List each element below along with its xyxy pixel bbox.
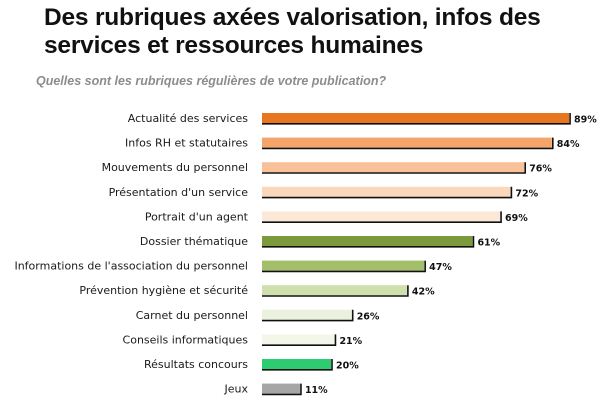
category-label: Prévention hygiène et sécurité — [79, 284, 248, 297]
bar-shadow — [262, 285, 409, 297]
bar — [262, 162, 525, 173]
bar-shadow — [262, 383, 302, 396]
bar — [262, 113, 570, 123]
value-label: 89% — [574, 115, 597, 126]
bar-shadow — [262, 162, 526, 174]
value-label: 69% — [505, 213, 528, 224]
bar — [262, 309, 352, 320]
bar-shadow — [262, 334, 337, 346]
value-label: 42% — [412, 287, 435, 298]
value-label: 76% — [529, 164, 552, 175]
bar-shadow — [262, 211, 502, 223]
bar-shadow — [262, 260, 426, 273]
value-label: 20% — [336, 361, 359, 372]
bar — [262, 334, 335, 345]
value-label: 84% — [557, 139, 580, 150]
value-label: 26% — [357, 311, 380, 322]
bar-shadow — [262, 137, 554, 150]
bar — [262, 260, 425, 271]
bar-shadow — [262, 236, 475, 248]
bar — [262, 186, 511, 197]
bar-shadow — [262, 113, 571, 125]
value-label: 21% — [339, 336, 362, 347]
category-label: Dossier thématique — [140, 235, 248, 248]
chart-subtitle: Quelles sont les rubriques régulières de… — [36, 74, 387, 88]
bar — [262, 383, 300, 394]
bar-shadow — [262, 359, 333, 371]
bar — [262, 137, 552, 148]
chart-title: Des rubriques axées valorisation, infos … — [44, 4, 541, 59]
value-label: 61% — [477, 238, 500, 249]
category-label: Infos RH et statutaires — [125, 137, 248, 150]
category-label: Présentation d'un service — [109, 186, 249, 199]
value-label: 47% — [429, 262, 452, 273]
category-label: Informations de l'association du personn… — [14, 260, 248, 273]
category-label: Mouvements du personnel — [102, 161, 248, 174]
bar-shadow — [262, 309, 354, 322]
category-label: Conseils informatiques — [123, 333, 249, 346]
bar — [262, 211, 501, 222]
bar — [262, 285, 407, 296]
bar — [262, 236, 473, 246]
bar — [262, 359, 331, 369]
value-label: 72% — [515, 188, 538, 199]
category-label: Actualité des services — [128, 112, 248, 125]
category-label: Résultats concours — [144, 358, 248, 371]
bar-shadow — [262, 186, 513, 199]
category-label: Portrait d'un agent — [145, 210, 249, 223]
value-label: 11% — [305, 385, 328, 396]
category-label: Carnet du personnel — [136, 309, 248, 322]
category-label: Jeux — [224, 383, 249, 396]
